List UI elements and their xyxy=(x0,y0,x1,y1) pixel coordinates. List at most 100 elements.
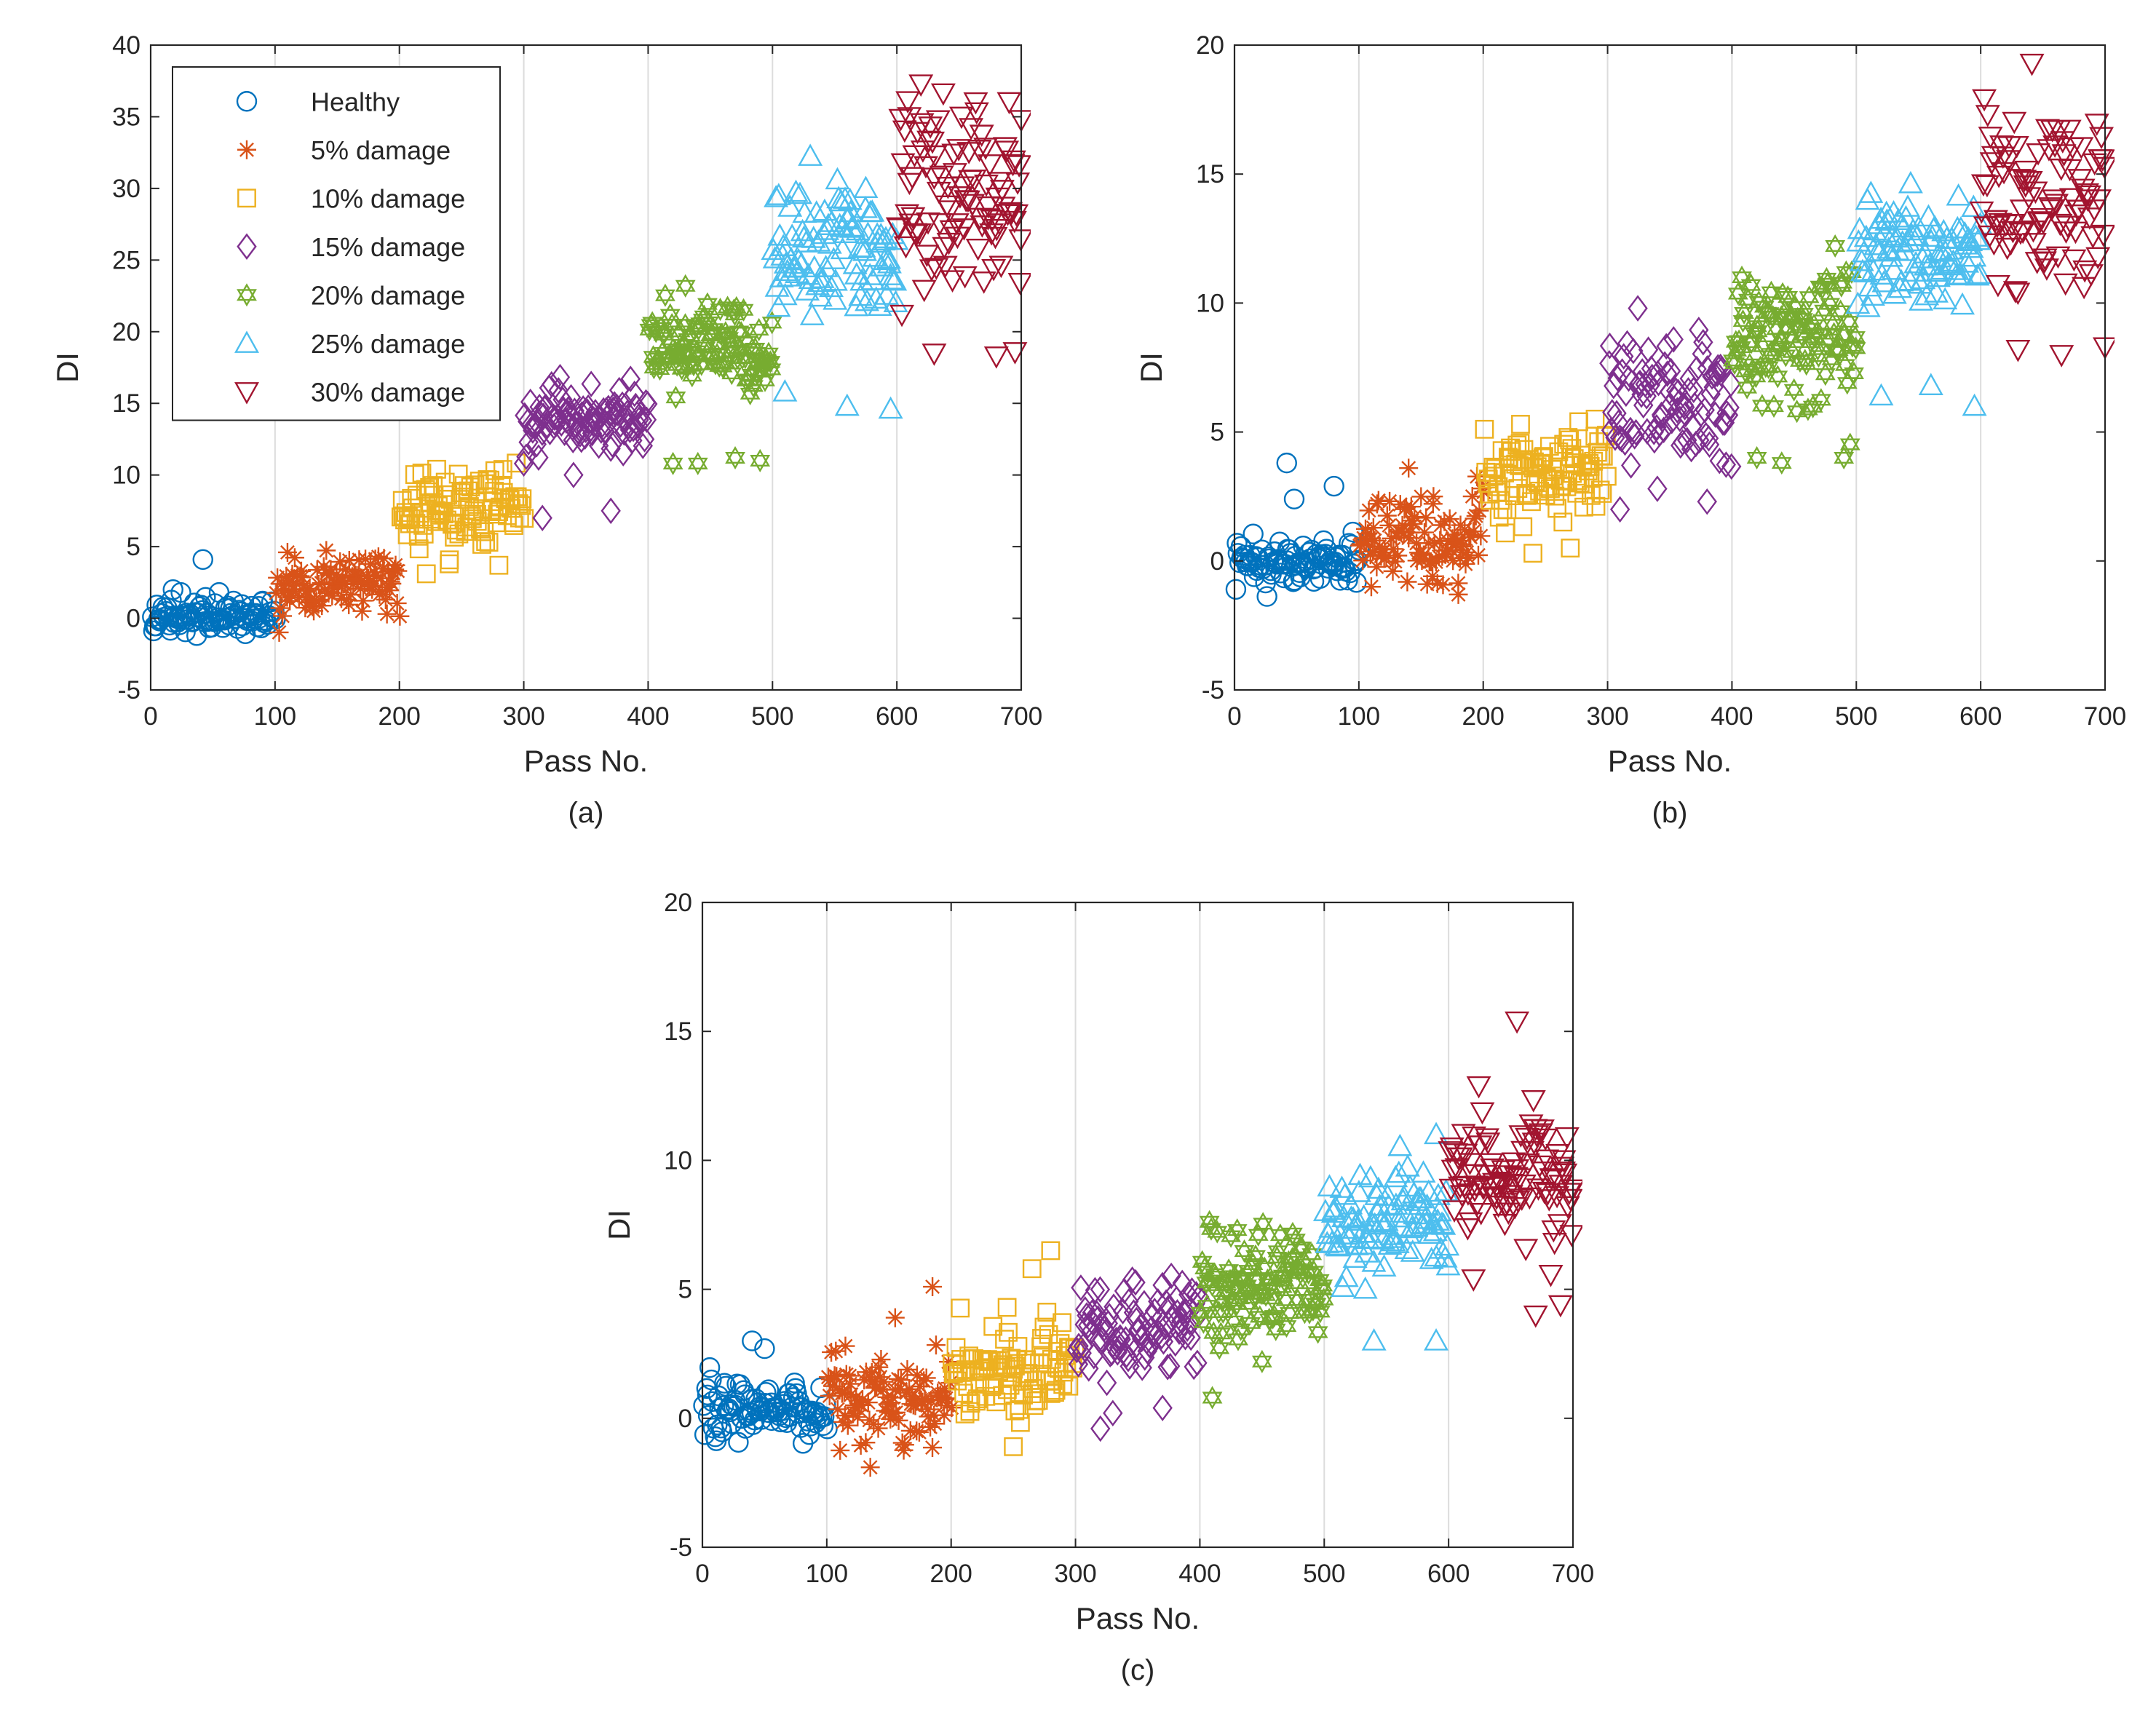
data-point xyxy=(2056,119,2082,143)
data-point xyxy=(1225,579,1247,600)
data-point xyxy=(871,1350,891,1370)
data-point xyxy=(2023,181,2048,205)
data-point xyxy=(1440,509,1459,529)
data-point xyxy=(649,357,670,381)
data-point xyxy=(873,1380,893,1400)
data-point xyxy=(1652,402,1672,430)
data-point xyxy=(440,554,459,573)
data-point xyxy=(1361,1250,1387,1272)
data-point xyxy=(1542,1170,1568,1192)
data-point xyxy=(799,303,825,325)
data-point xyxy=(1351,534,1371,554)
data-point xyxy=(1537,1189,1562,1212)
data-point xyxy=(1961,194,1986,217)
data-point xyxy=(1034,1317,1054,1337)
x-tick-label: 400 xyxy=(627,702,669,731)
data-point xyxy=(909,113,935,136)
data-point xyxy=(900,207,926,230)
data-point xyxy=(363,576,383,595)
data-point xyxy=(1539,1168,1564,1191)
data-point xyxy=(976,196,1001,219)
y-axis-label: DI xyxy=(1134,352,1168,383)
series-6 xyxy=(1438,1011,1582,1328)
data-point xyxy=(883,290,908,313)
data-point xyxy=(955,190,980,213)
data-point xyxy=(632,407,653,434)
data-point xyxy=(788,181,813,205)
data-point xyxy=(819,210,844,232)
data-point xyxy=(874,1372,894,1392)
data-point xyxy=(841,1385,861,1404)
data-point xyxy=(894,1440,913,1460)
data-point xyxy=(835,1406,855,1426)
data-point xyxy=(1767,365,1788,389)
data-point xyxy=(853,175,879,199)
data-point xyxy=(919,259,944,282)
data-point xyxy=(2072,260,2098,283)
data-point xyxy=(266,583,286,603)
data-point xyxy=(1357,532,1376,552)
data-point xyxy=(1853,224,1879,247)
y-tick-label: 10 xyxy=(112,461,140,490)
data-point xyxy=(409,539,429,559)
data-point xyxy=(1609,496,1630,523)
data-point xyxy=(871,228,896,251)
data-point xyxy=(1435,1233,1460,1256)
data-point xyxy=(996,92,1022,115)
data-point xyxy=(1403,1214,1429,1237)
legend-label: 15% damage xyxy=(311,232,465,262)
data-point xyxy=(560,384,582,411)
data-point xyxy=(1399,528,1419,548)
data-point xyxy=(1967,261,1993,285)
data-point xyxy=(1597,467,1617,486)
data-point xyxy=(1401,1180,1427,1204)
data-point xyxy=(2021,233,2047,255)
data-point xyxy=(1370,536,1390,556)
data-point xyxy=(312,573,331,593)
data-point xyxy=(1119,1353,1140,1380)
data-point xyxy=(1361,1328,1387,1351)
data-point xyxy=(1962,393,1987,416)
data-point xyxy=(1152,1322,1172,1350)
data-point xyxy=(509,494,528,514)
data-point xyxy=(1783,378,1804,402)
data-point xyxy=(827,1367,847,1386)
legend-label: Healthy xyxy=(311,87,400,116)
data-point xyxy=(1424,1328,1449,1351)
data-point xyxy=(388,561,408,581)
data-point xyxy=(946,139,972,162)
data-point xyxy=(889,304,915,327)
data-point xyxy=(848,1407,868,1426)
data-point xyxy=(630,400,651,428)
data-point xyxy=(983,346,1009,369)
data-point xyxy=(1122,1266,1143,1293)
x-tick-label: 600 xyxy=(1427,1560,1470,1588)
data-point xyxy=(1407,1192,1432,1215)
data-point xyxy=(1692,340,1713,368)
data-point xyxy=(1914,282,1940,306)
x-tick-label: 700 xyxy=(2084,702,2126,731)
y-axis-label: DI xyxy=(50,352,84,383)
data-point xyxy=(1721,453,1742,480)
data-point xyxy=(900,167,925,190)
data-point xyxy=(1636,383,1657,410)
data-point xyxy=(1978,127,2003,149)
data-point xyxy=(764,185,789,207)
data-point xyxy=(948,106,974,130)
data-point xyxy=(2012,170,2037,193)
data-point xyxy=(1648,370,1669,397)
series-2 xyxy=(391,453,534,584)
data-point xyxy=(2034,258,2059,281)
data-point xyxy=(1747,319,1768,344)
data-point xyxy=(1116,1341,1137,1368)
data-point xyxy=(897,107,922,130)
data-point xyxy=(1649,420,1670,448)
data-point xyxy=(1376,548,1396,568)
data-point xyxy=(1371,1254,1397,1277)
data-point xyxy=(2039,199,2064,222)
data-point xyxy=(1871,269,1897,293)
data-point xyxy=(1317,1174,1342,1196)
data-point xyxy=(995,1330,1014,1349)
data-point xyxy=(766,183,791,205)
data-point xyxy=(1090,1276,1111,1303)
